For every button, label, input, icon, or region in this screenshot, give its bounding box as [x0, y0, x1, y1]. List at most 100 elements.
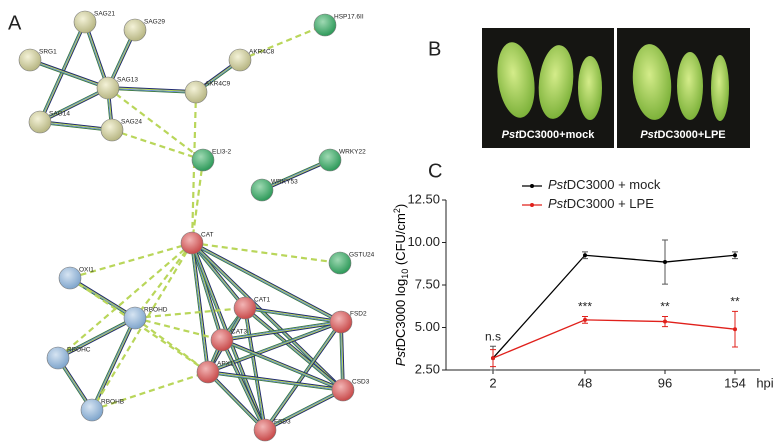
- node-label: OXI1: [79, 267, 94, 274]
- edge: [191, 242, 344, 391]
- node: [123, 18, 147, 42]
- network: SAG21 SAG29 SRG1 SAG13 AKR4C8 HSP17.6II AKR4C9…: [18, 10, 375, 442]
- x-tick-label: 2: [489, 375, 496, 390]
- x-tick-label: 154: [724, 375, 746, 390]
- edge: [30, 58, 109, 88]
- node: [73, 10, 97, 34]
- edge: [134, 316, 223, 342]
- node-label: RBOHB: [101, 399, 124, 406]
- node-label: ELI3-2: [212, 149, 232, 156]
- point: [663, 260, 667, 265]
- edge: [107, 87, 197, 93]
- node-label: SAG29: [144, 19, 165, 26]
- edge: [191, 241, 341, 265]
- node: [28, 110, 52, 134]
- point: [491, 356, 495, 361]
- edge: [221, 321, 342, 341]
- node-label: RBOHD: [144, 307, 168, 314]
- y-axis-label: PstDC3000 log10 (CFU/cm2): [392, 204, 410, 366]
- edge: [244, 308, 341, 324]
- y-tick-label: 2.50: [415, 361, 440, 376]
- node: [80, 398, 104, 422]
- edge: [70, 276, 136, 318]
- edge: [207, 320, 341, 372]
- edge: [245, 306, 342, 322]
- edge: [264, 321, 342, 431]
- edge: [134, 242, 193, 319]
- edge: [207, 321, 342, 373]
- node-label: CSD3: [352, 379, 370, 386]
- panel-letter: C: [428, 160, 442, 182]
- edge: [221, 339, 266, 431]
- edge: [190, 243, 208, 373]
- edge: [340, 321, 344, 391]
- node: [184, 80, 208, 104]
- edge: [190, 91, 198, 244]
- edge: [244, 307, 344, 391]
- edge: [111, 128, 204, 162]
- edge: [39, 121, 113, 131]
- node: [210, 328, 234, 352]
- y-tick-label: 7.50: [415, 276, 440, 291]
- node: [18, 48, 42, 72]
- edge: [57, 317, 136, 359]
- y-tick-label: 10.00: [407, 234, 440, 249]
- edge: [222, 322, 342, 342]
- edge: [91, 317, 136, 411]
- node-label: APX1: [217, 361, 234, 368]
- node: [123, 306, 147, 330]
- edge: [208, 370, 267, 430]
- legend-entry: PstDC3000 + LPE: [548, 196, 654, 211]
- edge: [221, 321, 342, 341]
- edge: [245, 307, 267, 430]
- node: [329, 310, 353, 334]
- node-label: FSD3: [274, 419, 291, 426]
- edge: [191, 242, 246, 309]
- edge: [107, 87, 197, 93]
- legend-marker: [530, 203, 534, 207]
- edge: [192, 242, 210, 372]
- edge: [244, 307, 342, 323]
- point: [583, 253, 587, 258]
- edge: [220, 340, 265, 431]
- edge: [91, 317, 136, 411]
- edge: [207, 321, 342, 373]
- point: [733, 253, 737, 258]
- node-label: CAT: [201, 232, 214, 239]
- edge: [264, 321, 342, 431]
- edge: [261, 159, 331, 191]
- point: [663, 319, 667, 324]
- y-axis-label-part: DC3000 log: [393, 279, 408, 348]
- node: [331, 378, 355, 402]
- edge: [29, 60, 108, 90]
- edge: [265, 322, 343, 432]
- series-line: [492, 319, 736, 359]
- node-label: AKR4C9: [205, 81, 231, 88]
- edge: [39, 87, 109, 123]
- node: [100, 118, 124, 142]
- edge: [263, 320, 341, 430]
- edge: [244, 307, 266, 431]
- node-label: SAG21: [94, 11, 115, 18]
- edge: [221, 339, 266, 431]
- edge: [207, 372, 343, 392]
- edge: [339, 322, 343, 391]
- edge: [340, 321, 344, 391]
- node-label: WRKY22: [339, 149, 366, 156]
- node: [328, 251, 352, 275]
- edge: [221, 339, 344, 391]
- edge: [262, 160, 331, 192]
- significance-label: n.s: [485, 329, 501, 343]
- y-axis-label-part: Pst: [393, 346, 408, 366]
- y-tick-label: 12.50: [407, 191, 440, 206]
- edge: [29, 59, 109, 89]
- leaf-photo: [482, 28, 750, 148]
- panel-letter: B: [428, 38, 441, 60]
- edge: [107, 88, 196, 94]
- node: [250, 178, 274, 202]
- edge: [83, 22, 108, 89]
- node: [318, 148, 342, 172]
- edge: [190, 159, 205, 244]
- edge: [207, 371, 344, 391]
